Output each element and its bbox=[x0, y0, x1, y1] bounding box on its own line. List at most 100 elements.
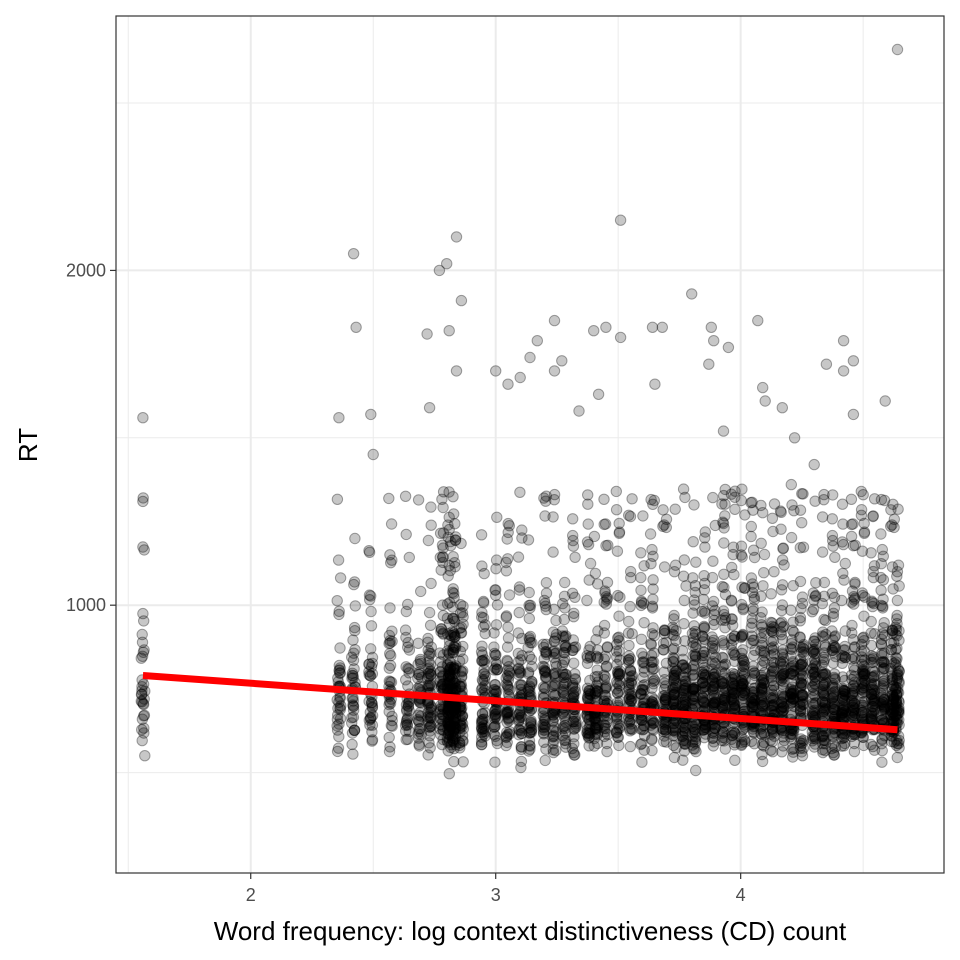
data-point bbox=[442, 628, 454, 640]
data-point bbox=[383, 492, 395, 505]
data-point bbox=[445, 540, 457, 552]
data-point bbox=[867, 671, 879, 684]
data-point bbox=[644, 528, 657, 540]
data-point bbox=[443, 701, 455, 713]
data-point bbox=[845, 653, 858, 665]
data-point bbox=[450, 365, 463, 377]
data-point bbox=[717, 425, 730, 437]
data-point bbox=[442, 707, 454, 719]
data-point bbox=[443, 721, 455, 733]
data-point bbox=[425, 669, 437, 681]
data-point bbox=[445, 629, 457, 642]
data-point bbox=[423, 680, 435, 692]
data-point bbox=[363, 658, 375, 670]
data-point bbox=[491, 511, 503, 523]
data-point bbox=[334, 662, 346, 674]
data-point bbox=[444, 670, 456, 682]
data-point bbox=[818, 576, 831, 589]
data-point bbox=[636, 684, 649, 696]
data-point bbox=[437, 486, 450, 498]
data-point bbox=[365, 408, 377, 421]
data-point bbox=[891, 570, 903, 582]
data-point bbox=[422, 663, 434, 675]
data-point bbox=[136, 713, 149, 725]
data-point bbox=[412, 732, 425, 744]
data-point bbox=[759, 395, 771, 407]
data-point bbox=[447, 731, 459, 743]
data-point bbox=[403, 663, 415, 675]
data-point bbox=[568, 731, 580, 743]
data-point bbox=[444, 661, 457, 674]
data-point bbox=[448, 629, 460, 641]
data-point bbox=[384, 659, 397, 672]
data-point bbox=[437, 678, 449, 691]
data-point bbox=[454, 599, 467, 611]
data-point bbox=[438, 682, 450, 694]
data-point bbox=[402, 697, 414, 709]
data-point bbox=[422, 644, 434, 656]
data-point bbox=[688, 499, 700, 511]
data-point bbox=[413, 725, 425, 738]
data-point bbox=[137, 607, 149, 620]
data-point bbox=[137, 698, 150, 711]
data-point bbox=[364, 719, 376, 731]
data-point bbox=[402, 700, 414, 712]
data-point bbox=[434, 676, 446, 688]
data-point bbox=[610, 485, 622, 498]
data-point bbox=[349, 600, 361, 612]
data-point bbox=[776, 402, 788, 414]
data-point bbox=[658, 561, 671, 573]
data-point bbox=[135, 695, 148, 707]
data-point bbox=[139, 685, 151, 697]
data-point bbox=[348, 578, 360, 591]
data-point bbox=[413, 723, 425, 735]
data-point bbox=[442, 677, 454, 689]
data-point bbox=[502, 681, 514, 693]
data-point bbox=[635, 547, 647, 559]
data-point bbox=[450, 639, 462, 651]
data-point bbox=[422, 534, 435, 547]
data-point bbox=[348, 724, 361, 736]
data-point bbox=[437, 542, 449, 554]
data-point bbox=[437, 551, 449, 563]
data-point bbox=[447, 711, 459, 724]
data-point bbox=[333, 730, 345, 743]
data-point bbox=[567, 513, 579, 525]
data-point bbox=[646, 744, 658, 757]
data-point bbox=[443, 768, 455, 780]
data-point bbox=[447, 708, 459, 720]
data-point bbox=[573, 405, 585, 417]
data-point bbox=[736, 724, 749, 736]
data-point bbox=[348, 724, 361, 736]
data-point bbox=[365, 605, 377, 618]
data-point bbox=[443, 648, 456, 660]
data-point bbox=[476, 723, 488, 735]
data-point bbox=[434, 527, 447, 539]
data-point bbox=[437, 551, 449, 564]
data-point bbox=[455, 294, 468, 307]
data-point bbox=[448, 631, 460, 643]
data-point bbox=[548, 651, 560, 664]
data-point bbox=[582, 498, 594, 510]
data-point bbox=[612, 589, 624, 602]
data-point bbox=[422, 636, 434, 648]
data-point bbox=[625, 571, 637, 584]
data-point bbox=[489, 730, 502, 742]
data-point bbox=[331, 493, 344, 505]
data-point bbox=[478, 667, 490, 680]
data-point bbox=[435, 625, 447, 638]
data-point bbox=[588, 530, 601, 543]
data-point bbox=[547, 511, 559, 523]
y-tick-label: 2000 bbox=[66, 260, 106, 280]
data-point bbox=[797, 742, 809, 754]
data-point bbox=[837, 567, 849, 580]
data-point bbox=[384, 696, 396, 708]
data-point bbox=[515, 755, 528, 768]
data-point bbox=[647, 672, 659, 684]
data-point bbox=[624, 600, 636, 613]
data-point bbox=[446, 679, 459, 691]
data-point bbox=[434, 713, 446, 725]
data-point bbox=[500, 556, 512, 569]
data-point bbox=[677, 570, 690, 582]
data-point bbox=[442, 717, 454, 729]
